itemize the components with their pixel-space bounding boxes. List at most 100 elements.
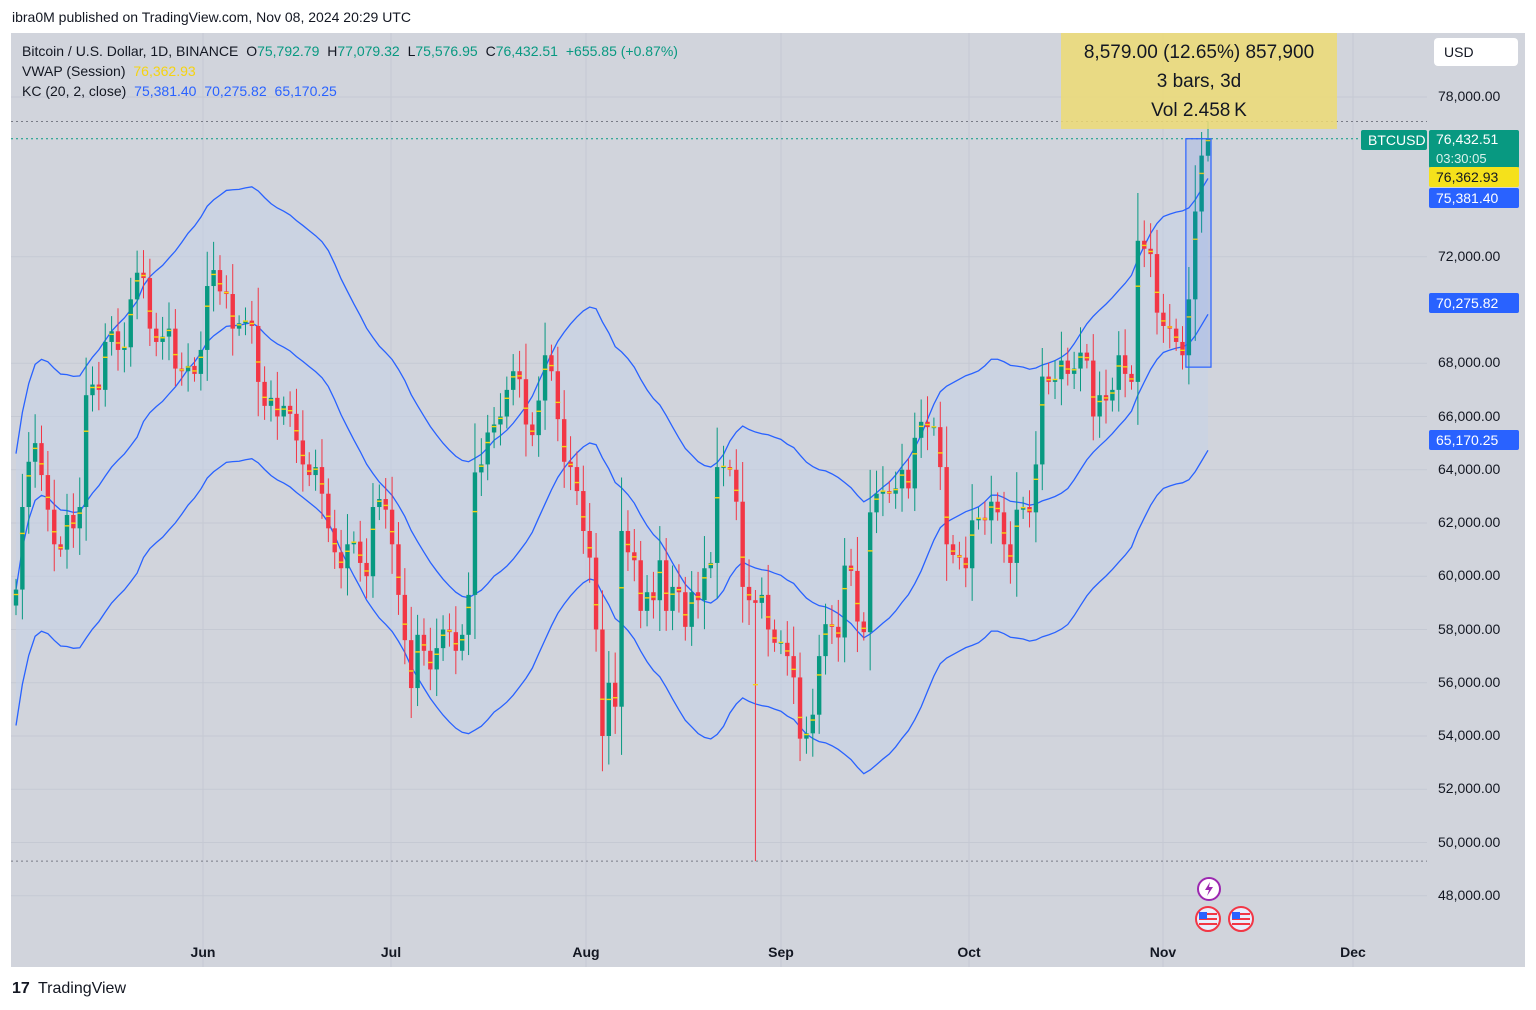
candle-body: [574, 467, 580, 492]
candle-body: [804, 733, 809, 739]
candle-body: [810, 714, 815, 734]
measure-box: [1185, 138, 1212, 368]
price-tick-label: 64,000.00: [1438, 460, 1501, 477]
candle-body: [472, 472, 478, 595]
candle-body: [753, 600, 758, 603]
bar-countdown: 03:30:05: [1436, 151, 1487, 166]
candle-body: [421, 634, 427, 651]
legend-vwap[interactable]: VWAP (Session) 76,362.93: [22, 63, 200, 79]
candle-body: [510, 371, 516, 390]
candle-body: [721, 467, 726, 469]
candle-body: [319, 467, 325, 494]
brand-name: TradingView: [37, 980, 126, 997]
candle-body: [708, 562, 714, 569]
flag-icon: [1199, 912, 1217, 925]
candle-body: [268, 397, 274, 406]
candle-body: [1084, 352, 1090, 361]
legend-kc[interactable]: KC (20, 2, close) 75,381.40 70,275.82 65…: [22, 83, 341, 99]
candle-body: [198, 349, 204, 374]
candle-body: [778, 642, 784, 644]
candle-body: [396, 544, 401, 595]
candle-body: [128, 299, 133, 348]
lightning-event-icon[interactable]: [1197, 877, 1221, 901]
candle-body: [893, 488, 898, 494]
tradingview-logo-icon: 17: [12, 980, 30, 997]
candle-body: [383, 499, 388, 510]
candle-body: [415, 634, 420, 689]
kc-lower-line: [15, 449, 1209, 775]
kc-upper-line: [15, 178, 1209, 503]
candle-body: [836, 626, 841, 638]
candle-body: [600, 629, 605, 736]
time-tick-label: Dec: [1340, 944, 1366, 960]
time-tick-label: Sep: [768, 944, 794, 960]
candle-body: [1020, 507, 1026, 510]
candle-body: [1059, 360, 1064, 380]
candle-body: [759, 594, 764, 603]
candle-body: [275, 397, 280, 417]
candle-body: [154, 328, 159, 342]
vwap-label: VWAP (Session): [22, 63, 126, 79]
legend-low: 75,576.95: [415, 43, 478, 59]
footer-brand[interactable]: 17 TradingView: [12, 980, 126, 998]
measure-price-change: 8,579.00 (12.65%) 857,900: [1083, 42, 1315, 63]
candle-body: [683, 592, 688, 627]
candle-body: [453, 632, 459, 651]
candle-body: [20, 507, 25, 590]
price-chart-canvas[interactable]: [11, 33, 1525, 967]
candle-body: [536, 400, 541, 436]
price-tick-label: 52,000.00: [1438, 780, 1501, 797]
kc-mid-line: [15, 314, 1209, 639]
candle-body: [931, 427, 937, 429]
price-tick-label: 60,000.00: [1438, 567, 1501, 584]
time-tick-label: Jul: [380, 944, 402, 960]
kc-upper-tag: 75,381.40: [1429, 188, 1519, 208]
candle-body: [619, 530, 624, 707]
candle-body: [976, 517, 981, 521]
candle-body: [1129, 373, 1134, 382]
candle-body: [740, 501, 745, 587]
candle-body: [1193, 211, 1198, 300]
candle-body: [332, 528, 337, 553]
candle-body: [912, 437, 917, 489]
candle-body: [103, 341, 108, 390]
candle-body: [734, 469, 739, 502]
us-flag-event-icon-2[interactable]: [1228, 906, 1254, 932]
price-tick-label: 54,000.00: [1438, 727, 1501, 743]
time-tick-label: Aug: [572, 944, 600, 960]
candle-body: [1173, 328, 1179, 342]
candle-body: [466, 594, 471, 635]
candle-body: [109, 331, 114, 342]
candle-body: [1205, 138, 1211, 156]
candle-body: [64, 515, 70, 550]
candle-body: [326, 493, 331, 529]
kc-lower-value: 65,170.25: [274, 83, 337, 99]
legend-symbol[interactable]: Bitcoin / U.S. Dollar, 1D, BINANCE: [22, 43, 239, 59]
candle-body: [561, 419, 567, 462]
flag-icon: [1232, 912, 1250, 925]
kc-upper-value: 75,381.40: [134, 83, 197, 99]
candle-body: [358, 541, 363, 563]
candle-body: [689, 592, 694, 627]
candle-body: [1091, 360, 1096, 417]
price-tick-label: 66,000.00: [1438, 407, 1501, 424]
candle-body: [402, 594, 408, 641]
candle-body: [294, 413, 299, 441]
candle-body: [1116, 355, 1121, 390]
candle-body: [918, 421, 924, 438]
measure-bars: 3 bars, 3d: [1156, 71, 1242, 92]
currency-button[interactable]: USD: [1434, 38, 1518, 66]
candle-body: [160, 336, 165, 342]
publisher-line: ibra0M published on TradingView.com, Nov…: [12, 9, 411, 25]
candle-body: [1014, 509, 1019, 563]
candle-body: [1097, 395, 1102, 417]
kc-mid-tag: 70,275.82: [1429, 293, 1519, 313]
us-flag-event-icon[interactable]: [1195, 906, 1221, 932]
price-tick-label: 62,000.00: [1438, 514, 1501, 530]
legend-main: Bitcoin / U.S. Dollar, 1D, BINANCE O75,7…: [22, 43, 682, 59]
candle-body: [874, 493, 879, 513]
candle-body: [581, 491, 586, 531]
time-tick-label: Jun: [190, 944, 216, 960]
candle-body: [428, 650, 433, 670]
candle-body: [434, 648, 439, 670]
